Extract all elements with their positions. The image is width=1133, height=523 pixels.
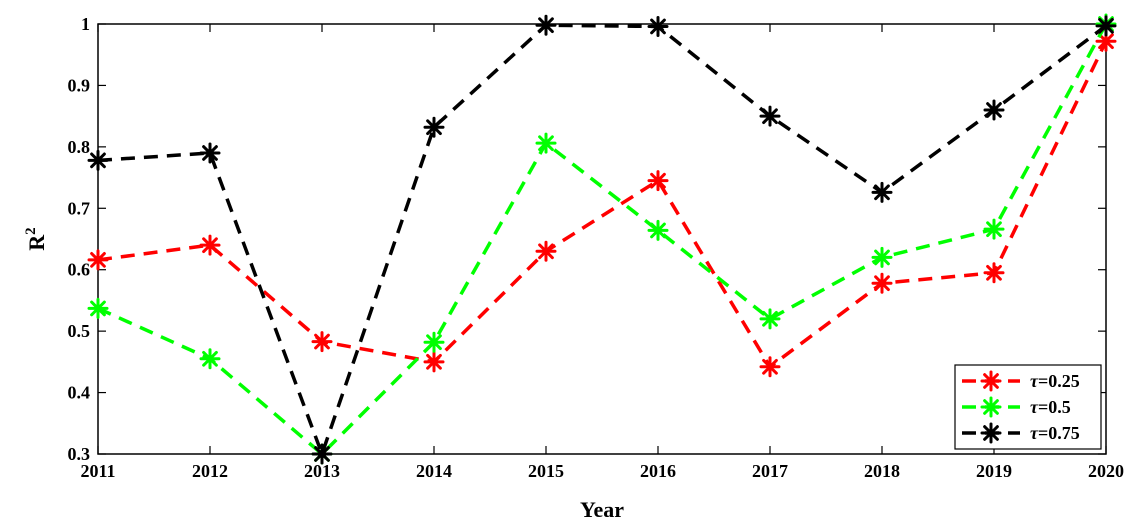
legend-marker [980,396,1002,418]
x-tick-label: 2013 [304,461,340,481]
data-point [983,262,1005,284]
x-tick-label: 2012 [192,461,228,481]
x-tick-label: 2019 [976,461,1012,481]
data-point [647,170,669,192]
x-tick-label: 2020 [1088,461,1124,481]
axis-ticks: 0.3 0.4 0.5 0.6 0.7 0.8 0.9 1 2011 2012 2013 2014 20… [68,14,1125,481]
data-point [983,99,1005,121]
series-line [97,23,1108,460]
legend-label: τ=0.5 [1030,397,1071,417]
y-tick-label: 0.6 [68,260,91,280]
plot-area [97,23,1107,455]
y-tick-label: 0.5 [68,321,91,341]
series-line [97,23,1108,457]
data-point [647,15,669,37]
legend-label-symbol: τ [1030,397,1039,417]
y-tick-label: 0.9 [68,75,91,95]
data-point [199,234,221,256]
data-point [87,249,109,271]
data-point [423,351,445,373]
data-point [423,331,445,353]
data-point [759,308,781,330]
data-point [1095,15,1117,37]
x-tick-label: 2016 [640,461,676,481]
legend-label: τ=0.25 [1030,371,1080,391]
series-line [97,40,1108,370]
y-tick-label: 0.7 [68,198,91,218]
y-tick-label: 1 [81,14,90,34]
x-axis-title: Year [580,497,624,522]
legend-label-value: =0.25 [1038,371,1080,391]
y-axis-title-superscript: 2 [23,227,39,235]
data-point [871,246,893,268]
y-tick-label: 0.8 [68,137,91,157]
data-point [983,218,1005,240]
data-point [759,356,781,378]
data-point [871,272,893,294]
legend-label-symbol: τ [1030,423,1039,443]
data-point [199,348,221,370]
x-tick-label: 2014 [416,461,452,481]
legend-label-symbol: τ [1030,371,1039,391]
legend-label-value: =0.5 [1038,397,1071,417]
legend-label: τ=0.75 [1030,423,1080,443]
data-point [423,116,445,138]
series-group [87,13,1117,465]
y-tick-label: 0.3 [68,444,91,464]
legend-marker [980,370,1002,392]
legend-label-value: =0.75 [1038,423,1080,443]
data-point [199,142,221,164]
x-tick-label: 2018 [864,461,900,481]
y-axis-title: R2 [23,227,49,250]
data-point [311,443,333,465]
x-tick-label: 2017 [752,461,788,481]
legend-box [954,364,1102,450]
data-point [311,331,333,353]
y-tick-label: 0.4 [68,383,91,403]
data-point [87,149,109,171]
data-point [647,219,669,241]
data-point [535,240,557,262]
data-point [1095,30,1117,52]
x-tick-label: 2015 [528,461,564,481]
data-point [87,297,109,319]
legend-marker [980,422,1002,444]
legend: τ=0.25τ=0.5τ=0.75 [954,364,1102,450]
data-point [759,105,781,127]
data-point [535,132,557,154]
data-point [535,14,557,36]
x-tick-label: 2011 [80,461,115,481]
data-point [871,181,893,203]
y-axis-title-main: R [24,234,49,251]
